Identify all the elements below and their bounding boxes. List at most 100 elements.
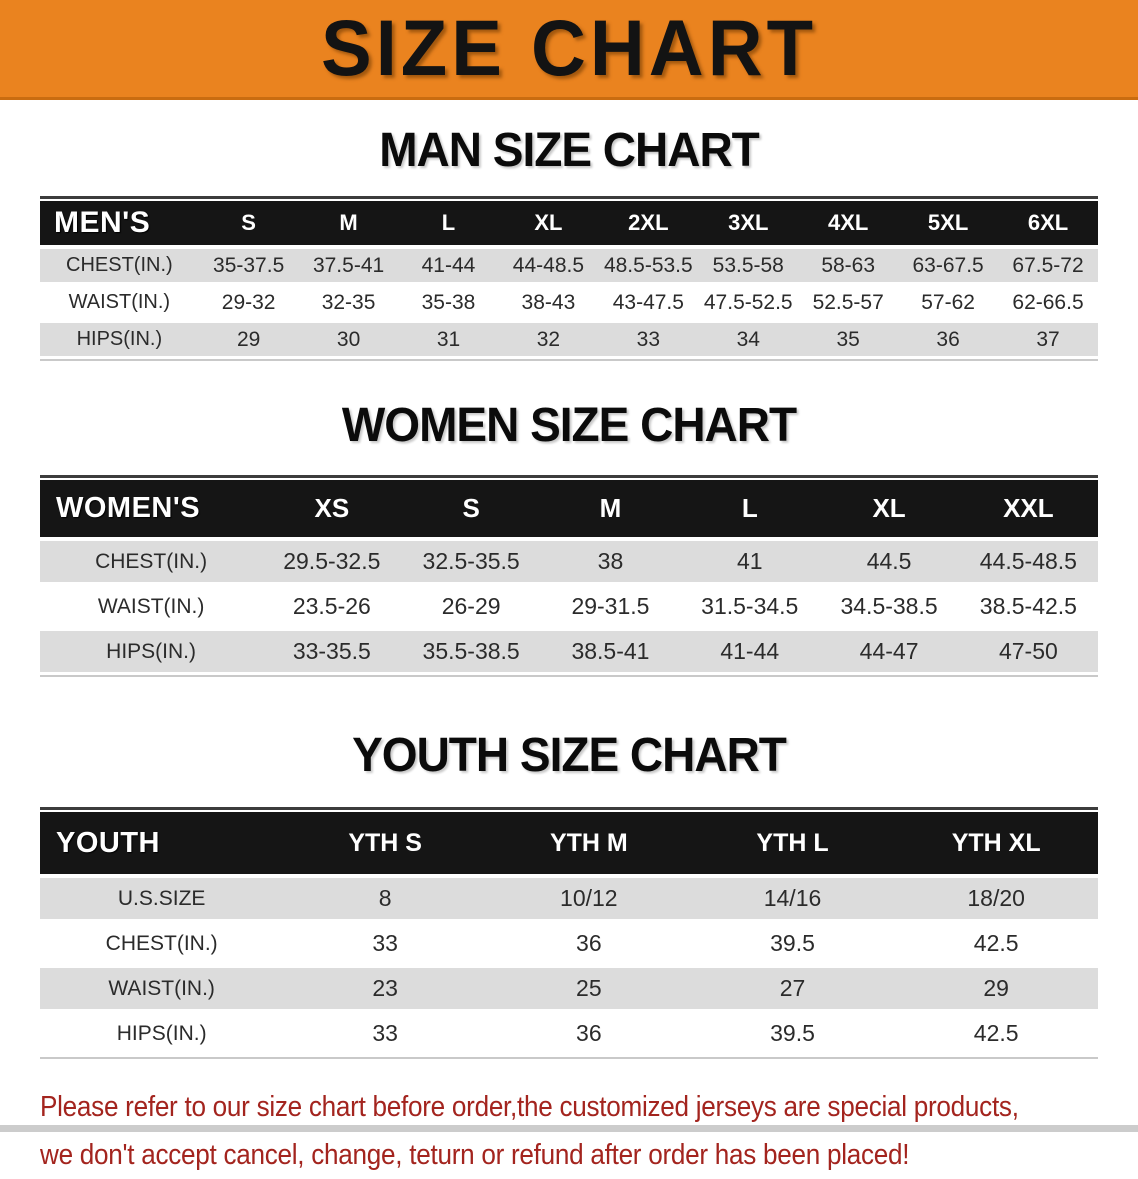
value-cell: 38 (597, 548, 624, 574)
value-cell: 34 (736, 327, 760, 351)
value-cell: 29-32 (221, 290, 276, 314)
heading-womens: WOMEN SIZE CHART (341, 396, 797, 452)
value-cell: 38.5-41 (571, 638, 650, 664)
value-cell: 32-35 (321, 290, 376, 314)
value-cell: 41 (736, 548, 763, 574)
size-table-womens: WOMEN'S XS S M L XL XXL CHEST(IN.) 29.5-32.5 32… (40, 475, 1098, 677)
value-cell: 39.5 (770, 930, 815, 956)
heading-mens: MAN SIZE CHART (379, 121, 760, 177)
value-cell: 18/20 (967, 885, 1025, 911)
column-header: 3XL (728, 210, 769, 235)
table-row: CHEST(IN.) 35-37.5 37.5-41 41-44 44-48.5 48.5… (40, 249, 1098, 282)
value-cell: 36 (576, 930, 602, 956)
value-cell: 33 (636, 327, 661, 351)
section-youth: YOUTH SIZE CHART YOUTH YTH S YTH M YTH L YT… (0, 727, 1138, 1059)
table-row: WAIST(IN.) 23 25 27 29 (40, 968, 1098, 1009)
value-cell: 36 (936, 327, 960, 351)
value-cell: 41-44 (720, 638, 780, 664)
value-cell: 32.5-35.5 (422, 548, 520, 574)
value-cell: 44-47 (859, 638, 919, 664)
row-label: HIPS(IN.) (76, 328, 163, 350)
table-row: HIPS(IN.) 29 30 31 32 33 34 35 36 37 (40, 323, 1098, 356)
value-cell: 29-31.5 (571, 593, 650, 619)
value-cell: 32 (536, 327, 561, 351)
value-cell: 29.5-32.5 (283, 548, 381, 574)
table-corner-label: WOMEN'S (56, 492, 201, 524)
value-cell: 29 (983, 975, 1009, 1001)
size-table-mens: MEN'S S M L XL 2XL 3XL 4XL 5XL 6XL CHEST(IN.) 35-… (40, 196, 1098, 361)
table-header-row: YOUTH YTH S YTH M YTH L YTH XL (40, 812, 1098, 874)
row-label: HIPS(IN.) (116, 1021, 207, 1045)
value-cell: 10/12 (560, 885, 618, 911)
table-row: HIPS(IN.) 33-35.5 35.5-38.5 38.5-41 41-44 44-… (40, 631, 1098, 672)
value-cell: 53.5-58 (712, 253, 784, 277)
value-cell: 31.5-34.5 (701, 593, 799, 619)
bottom-divider (0, 1125, 1138, 1132)
disclaimer-line-1: Please refer to our size chart before or… (40, 1091, 1019, 1123)
row-label: CHEST(IN.) (95, 549, 208, 573)
value-cell: 25 (576, 975, 602, 1001)
column-header: L (741, 493, 758, 523)
value-cell: 37 (1036, 327, 1060, 351)
row-label: WAIST(IN.) (97, 594, 205, 618)
value-cell: 67.5-72 (1012, 253, 1084, 277)
row-label: WAIST(IN.) (108, 976, 215, 1000)
value-cell: 33 (372, 930, 398, 956)
value-cell: 57-62 (921, 290, 975, 314)
value-cell: 42.5 (973, 930, 1019, 956)
table-row: U.S.SIZE 8 10/12 14/16 18/20 (40, 878, 1098, 919)
disclaimer-line-2: we don't accept cancel, change, teturn o… (40, 1139, 910, 1171)
column-header: YTH M (549, 828, 628, 857)
sections-container: MAN SIZE CHART MEN'S S M L XL 2XL 3XL 4XL 5XL 6X… (0, 122, 1138, 1059)
column-header: YTH S (348, 828, 422, 857)
value-cell: 35 (836, 327, 860, 351)
value-cell: 31 (436, 327, 461, 351)
value-cell: 37.5-41 (312, 253, 385, 277)
heading-youth: YOUTH SIZE CHART (352, 726, 787, 782)
column-header: YTH XL (951, 828, 1041, 857)
table-row: WAIST(IN.) 29-32 32-35 35-38 38-43 43-47.5 47.… (40, 286, 1098, 319)
row-label: WAIST(IN.) (68, 291, 171, 313)
value-cell: 35.5-38.5 (422, 638, 520, 664)
column-header: M (599, 493, 622, 523)
row-label: CHEST(IN.) (105, 931, 218, 955)
table-row: WAIST(IN.) 23.5-26 26-29 29-31.5 31.5-34.5 34… (40, 586, 1098, 627)
value-cell: 23 (372, 975, 398, 1001)
column-header: XL (872, 493, 906, 523)
value-cell: 30 (336, 327, 361, 351)
value-cell: 35-37.5 (213, 253, 285, 277)
value-cell: 39.5 (770, 1020, 815, 1046)
value-cell: 47.5-52.5 (703, 290, 793, 314)
banner: SIZE CHART (0, 0, 1138, 100)
column-header: XXL (1003, 493, 1054, 523)
value-cell: 63-67.5 (912, 253, 984, 277)
table-corner-label: YOUTH (56, 826, 160, 859)
table-row: CHEST(IN.) 33 36 39.5 42.5 (40, 923, 1098, 964)
column-header: 6XL (1027, 210, 1069, 235)
value-cell: 41-44 (421, 253, 476, 277)
row-label: HIPS(IN.) (106, 639, 196, 663)
table-corner-label: MEN'S (54, 206, 151, 239)
column-header: 4XL (828, 210, 869, 235)
value-cell: 38.5-42.5 (979, 593, 1077, 619)
section-mens: MAN SIZE CHART MEN'S S M L XL 2XL 3XL 4XL 5XL 6X… (0, 122, 1138, 361)
value-cell: 14/16 (763, 885, 822, 911)
value-cell: 44-48.5 (512, 253, 585, 277)
column-header: L (441, 210, 456, 235)
value-cell: 35-38 (421, 290, 476, 314)
value-cell: 38-43 (521, 290, 576, 314)
value-cell: 23.5-26 (292, 593, 371, 619)
value-cell: 34.5-38.5 (840, 593, 938, 619)
value-cell: 48.5-53.5 (603, 253, 693, 277)
column-header: YTH L (756, 828, 829, 857)
column-header: 5XL (927, 210, 969, 235)
column-header: XL (534, 210, 563, 235)
value-cell: 62-66.5 (1012, 290, 1084, 314)
value-cell: 33 (372, 1020, 398, 1046)
column-header: M (339, 210, 358, 235)
value-cell: 27 (779, 975, 806, 1001)
size-table-youth: YOUTH YTH S YTH M YTH L YTH XL U.S.SIZE 8 10/… (40, 807, 1098, 1059)
column-header: 2XL (628, 210, 669, 235)
value-cell: 26-29 (441, 593, 501, 619)
table-row: CHEST(IN.) 29.5-32.5 32.5-35.5 38 41 44.5 44.5… (40, 541, 1098, 582)
